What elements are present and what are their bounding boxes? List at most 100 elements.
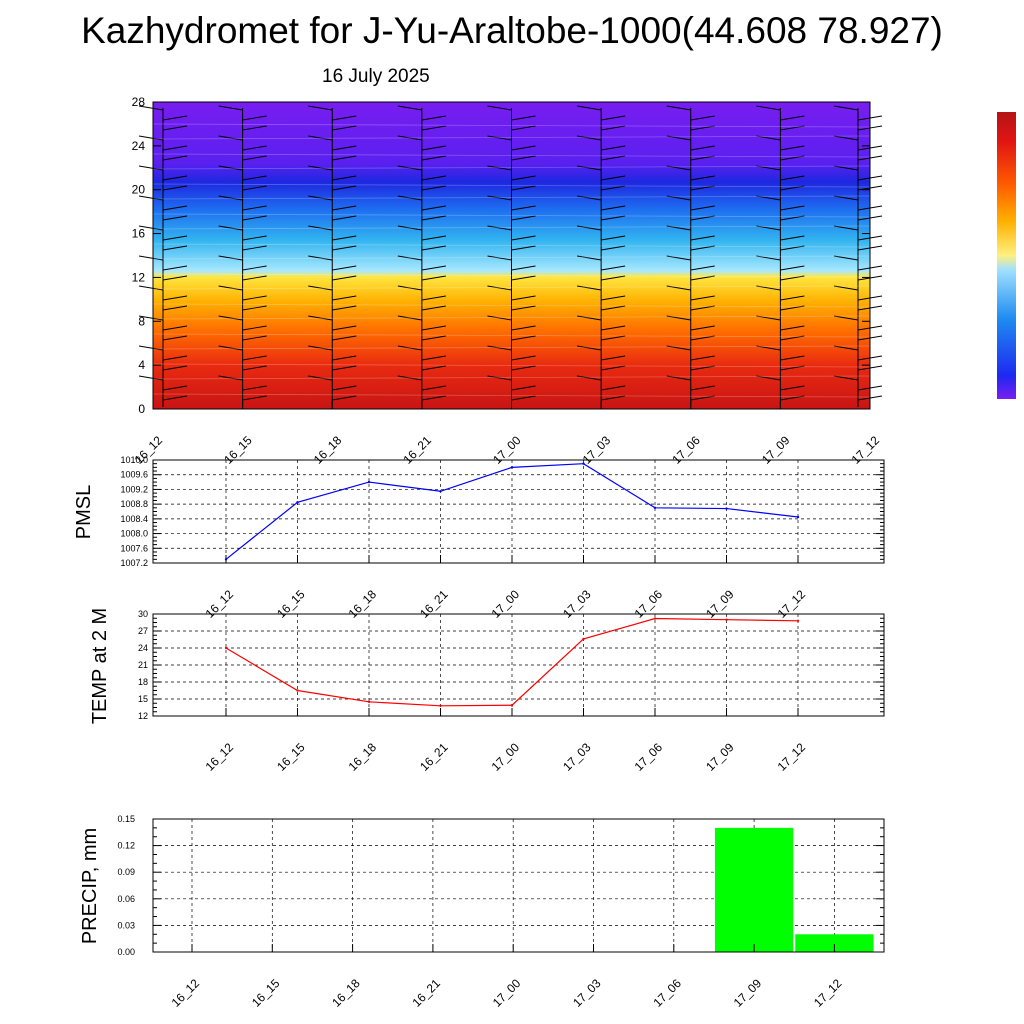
wind-barb: [332, 275, 357, 281]
data-point: [796, 515, 800, 519]
wind-barb: [511, 215, 536, 221]
wind-barb: [833, 285, 859, 291]
wind-barb: [162, 395, 188, 401]
wind-barb: [162, 355, 188, 361]
ytick-label: 12: [138, 711, 148, 721]
wind-barb: [780, 115, 805, 121]
wind-barb: [511, 335, 536, 341]
wind-barb: [601, 325, 626, 331]
wind-barb: [601, 215, 626, 221]
wind-barb: [601, 305, 626, 311]
wind-barb: [218, 195, 243, 201]
wind-barb: [666, 255, 691, 261]
wind-barb: [487, 225, 512, 231]
wind-barb: [690, 265, 715, 271]
xtick-label: 17_12: [775, 587, 809, 621]
wind-barb: [577, 135, 602, 141]
wind-barb: [601, 275, 626, 281]
wind-barb: [421, 155, 446, 161]
wind-barb: [332, 265, 357, 271]
wind-barb: [666, 165, 691, 171]
wind-barb: [242, 145, 267, 151]
wind-barb: [242, 365, 267, 371]
wind-barb: [601, 185, 626, 191]
wind-barb: [138, 315, 164, 321]
data-point: [796, 619, 800, 622]
wind-barb: [690, 115, 715, 121]
wind-barb: [138, 195, 164, 201]
wind-barb: [487, 375, 512, 381]
wind-barb: [756, 255, 781, 261]
wind-barb: [332, 335, 357, 341]
wind-barb: [421, 365, 446, 371]
wind-barb: [780, 215, 805, 221]
data-point: [653, 506, 657, 510]
contour-line: [152, 213, 871, 218]
wind-barb: [511, 115, 536, 121]
wind-barb: [162, 245, 188, 251]
xtick-label: 17_06: [632, 587, 666, 621]
wind-barb: [138, 225, 164, 231]
wind-barb: [397, 195, 422, 201]
precip-frame: [152, 818, 885, 953]
heatmap-ytick-label: 4: [138, 358, 145, 372]
wind-barb: [332, 365, 357, 371]
wind-barb: [421, 275, 446, 281]
wind-barb: [218, 315, 243, 321]
wind-barb: [421, 335, 446, 341]
wind-barb: [162, 115, 188, 121]
ytick-label: 1008.4: [120, 514, 148, 524]
wind-barb: [690, 395, 715, 401]
xtick-label: 17_06: [650, 976, 684, 1010]
wind-barb: [780, 185, 805, 191]
wind-barb: [421, 205, 446, 211]
contour-line: [152, 285, 871, 290]
wind-barb: [218, 255, 243, 261]
contour-line: [152, 345, 871, 350]
wind-barb: [421, 385, 446, 391]
wind-barb: [138, 375, 164, 381]
wind-barb: [242, 275, 267, 281]
wind-barb: [511, 265, 536, 271]
colorbar: [997, 112, 1016, 399]
contour-line: [152, 363, 871, 368]
wind-barb: [833, 255, 859, 261]
wind-barb: [780, 205, 805, 211]
wind-barb: [511, 205, 536, 211]
wind-barb: [690, 215, 715, 221]
xtick-label: 16_12: [169, 976, 203, 1010]
data-point: [439, 704, 442, 707]
ytick-label: 0.12: [117, 841, 135, 851]
wind-barb: [511, 145, 536, 151]
wind-barb: [780, 265, 805, 271]
wind-barb: [511, 325, 536, 331]
heatmap-ytick-label: 0: [138, 402, 145, 416]
contour-line: [152, 255, 871, 260]
wind-barb: [332, 325, 357, 331]
wind-barb: [690, 365, 715, 371]
wind-barb: [218, 345, 243, 351]
wind-barb: [577, 225, 602, 231]
wind-barb: [487, 345, 512, 351]
heatmap-ytick-label: 20: [132, 183, 146, 197]
wind-barb: [690, 175, 715, 181]
wind-barb: [666, 225, 691, 231]
wind-barb: [577, 345, 602, 351]
chart-title: Kazhydromet for J-Yu-Araltobe-1000(44.60…: [81, 10, 943, 51]
ytick-label: 0.03: [117, 920, 135, 930]
xtick-label: 17_12: [811, 976, 845, 1010]
heatmap-xtick-label: 17_09: [759, 433, 793, 467]
wind-barb: [308, 225, 333, 231]
ytick-label: 0.06: [117, 894, 135, 904]
wind-barb: [242, 355, 267, 361]
wind-barb: [242, 265, 267, 271]
wind-barb: [421, 115, 446, 121]
wind-barb: [138, 105, 164, 111]
wind-barb: [756, 345, 781, 351]
wind-barb: [690, 295, 715, 301]
wind-barb: [421, 395, 446, 401]
wind-barb: [756, 285, 781, 291]
precip-bar: [795, 934, 874, 952]
wind-barb: [162, 215, 188, 221]
wind-barb: [397, 165, 422, 171]
